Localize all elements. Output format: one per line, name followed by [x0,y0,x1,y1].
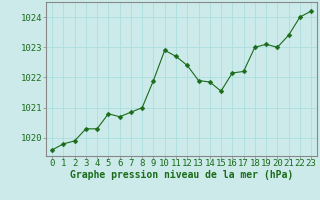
X-axis label: Graphe pression niveau de la mer (hPa): Graphe pression niveau de la mer (hPa) [70,170,293,180]
